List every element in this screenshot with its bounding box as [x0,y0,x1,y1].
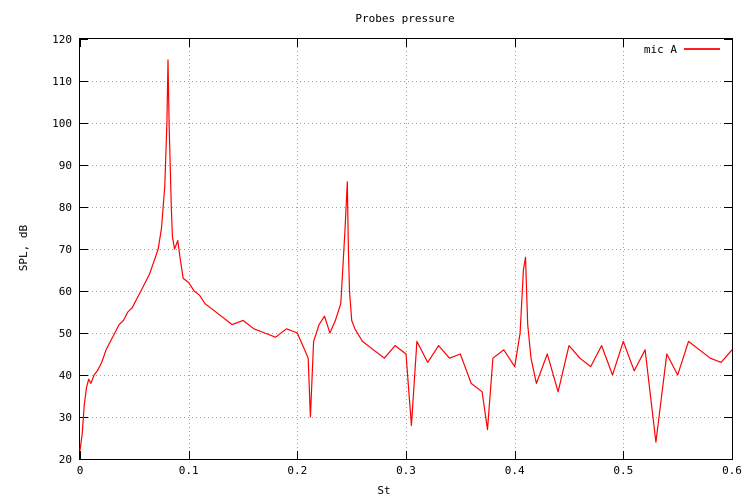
y-tick-label: 40 [59,369,72,382]
y-tick-label: 110 [52,75,72,88]
x-tick-label: 0.2 [287,464,307,477]
y-tick-label: 100 [52,117,72,130]
y-tick-label: 80 [59,201,72,214]
x-axis-title: St [377,484,390,497]
series-layer [79,59,733,451]
legend-label-mic-a: mic A [644,43,677,56]
chart-title: Probes pressure [355,12,454,25]
y-tick-label: 20 [59,453,72,466]
x-tick-label: 0.4 [505,464,525,477]
x-tick-label: 0 [77,464,84,477]
y-tick-label: 60 [59,285,72,298]
y-tick-label: 70 [59,243,72,256]
y-tick-label: 120 [52,33,72,46]
series-line-mic-a [79,59,733,451]
axis-ticks: 0 0.1 0.2 0.3 0.4 0.5 0.6 20 30 40 50 60 70 80 90 100 11… [52,33,742,477]
x-tick-label: 0.1 [179,464,199,477]
y-tick-label: 90 [59,159,72,172]
legend: mic A [644,43,720,56]
y-tick-label: 50 [59,327,72,340]
x-tick-label: 0.6 [722,464,742,477]
y-axis-title: SPL, dB [17,224,30,271]
x-tick-label: 0.5 [613,464,633,477]
plot-area [79,38,733,460]
y-tick-label: 30 [59,411,72,424]
x-tick-label: 0.3 [396,464,416,477]
plot-frame [79,38,733,460]
gridlines [80,39,732,459]
